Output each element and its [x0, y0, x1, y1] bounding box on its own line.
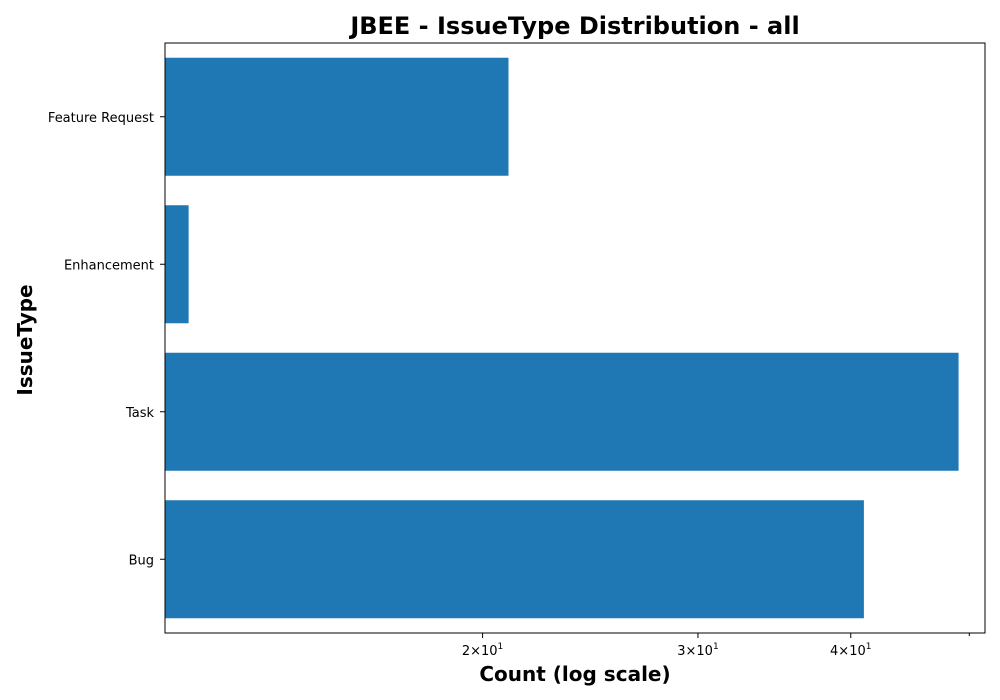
y-tick-label-feature-request: Feature Request — [48, 111, 154, 126]
bar-bug — [165, 500, 864, 619]
y-axis: Bug Task Enhancement Feature Request — [48, 111, 165, 568]
chart-title: JBEE - IssueType Distribution - all — [348, 12, 799, 40]
y-tick-label-bug: Bug — [129, 553, 154, 568]
y-tick-label-task: Task — [125, 406, 155, 421]
y-axis-label: IssueType — [13, 284, 37, 395]
x-tick-label-2: 2×101 — [462, 642, 503, 659]
bar-task — [165, 352, 959, 471]
x-axis-label: Count (log scale) — [479, 662, 670, 686]
y-tick-label-enhancement: Enhancement — [64, 258, 154, 273]
plot-frame — [164, 42, 986, 634]
bar-feature-request — [165, 57, 509, 176]
x-axis: 2×101 3×101 4×101 — [462, 633, 970, 659]
bars-layer — [165, 57, 959, 619]
x-tick-label-3: 3×101 — [677, 642, 718, 659]
x-tick-label-4: 4×101 — [830, 642, 871, 659]
bar-enhancement — [165, 205, 189, 324]
